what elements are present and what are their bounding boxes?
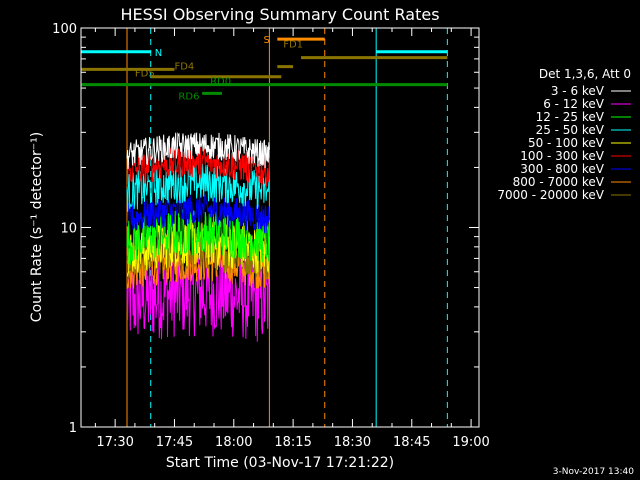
flag-label: S [263,35,269,46]
flag-label: RD6 [178,91,199,102]
x-tick-label: 18:00 [215,435,252,450]
series-line [126,132,270,170]
y-axis-label: Count Rate (s⁻¹ detector⁻¹) [29,132,45,322]
x-tick-label: 17:30 [96,435,133,450]
legend-label: 50 - 100 keV [528,136,605,150]
x-tick-label: 18:30 [334,435,371,450]
series-line [126,163,270,212]
legend-label: 6 - 12 keV [543,97,605,111]
x-tick-label: 17:45 [156,435,193,450]
x-tick-label: 19:00 [452,435,489,450]
flag-label: FD4 [174,61,194,72]
y-tick-label: 10 [60,222,77,237]
legend-label: 3 - 6 keV [551,84,605,98]
flag-label: FD5 [135,69,155,80]
x-tick-label: 18:45 [393,435,430,450]
flag-label: FD1 [283,40,303,51]
legend-label: 25 - 50 keV [536,123,605,137]
timestamp: 3-Nov-2017 13:40 [553,467,635,477]
flag-label: N [155,48,162,59]
legend-label: 7000 - 20000 keV [497,188,604,202]
flag-label: RD0 [210,77,231,88]
legend-title: Det 1,3,6, Att 0 [539,67,631,81]
series-line [126,193,270,234]
x-axis-label: Start Time (03-Nov-17 17:21:22) [166,455,394,471]
y-tick-label: 100 [52,22,77,37]
legend-label: 12 - 25 keV [536,110,605,124]
series-line [126,209,270,265]
series-line [126,249,270,342]
legend-label: 800 - 7000 keV [513,175,605,189]
x-tick-label: 18:15 [274,435,311,450]
legend-label: 100 - 300 keV [520,149,604,163]
legend-label: 300 - 800 keV [520,162,604,176]
y-tick-label: 1 [69,421,77,436]
plot-frame [80,27,480,428]
chart-title: HESSI Observing Summary Count Rates [120,5,439,24]
